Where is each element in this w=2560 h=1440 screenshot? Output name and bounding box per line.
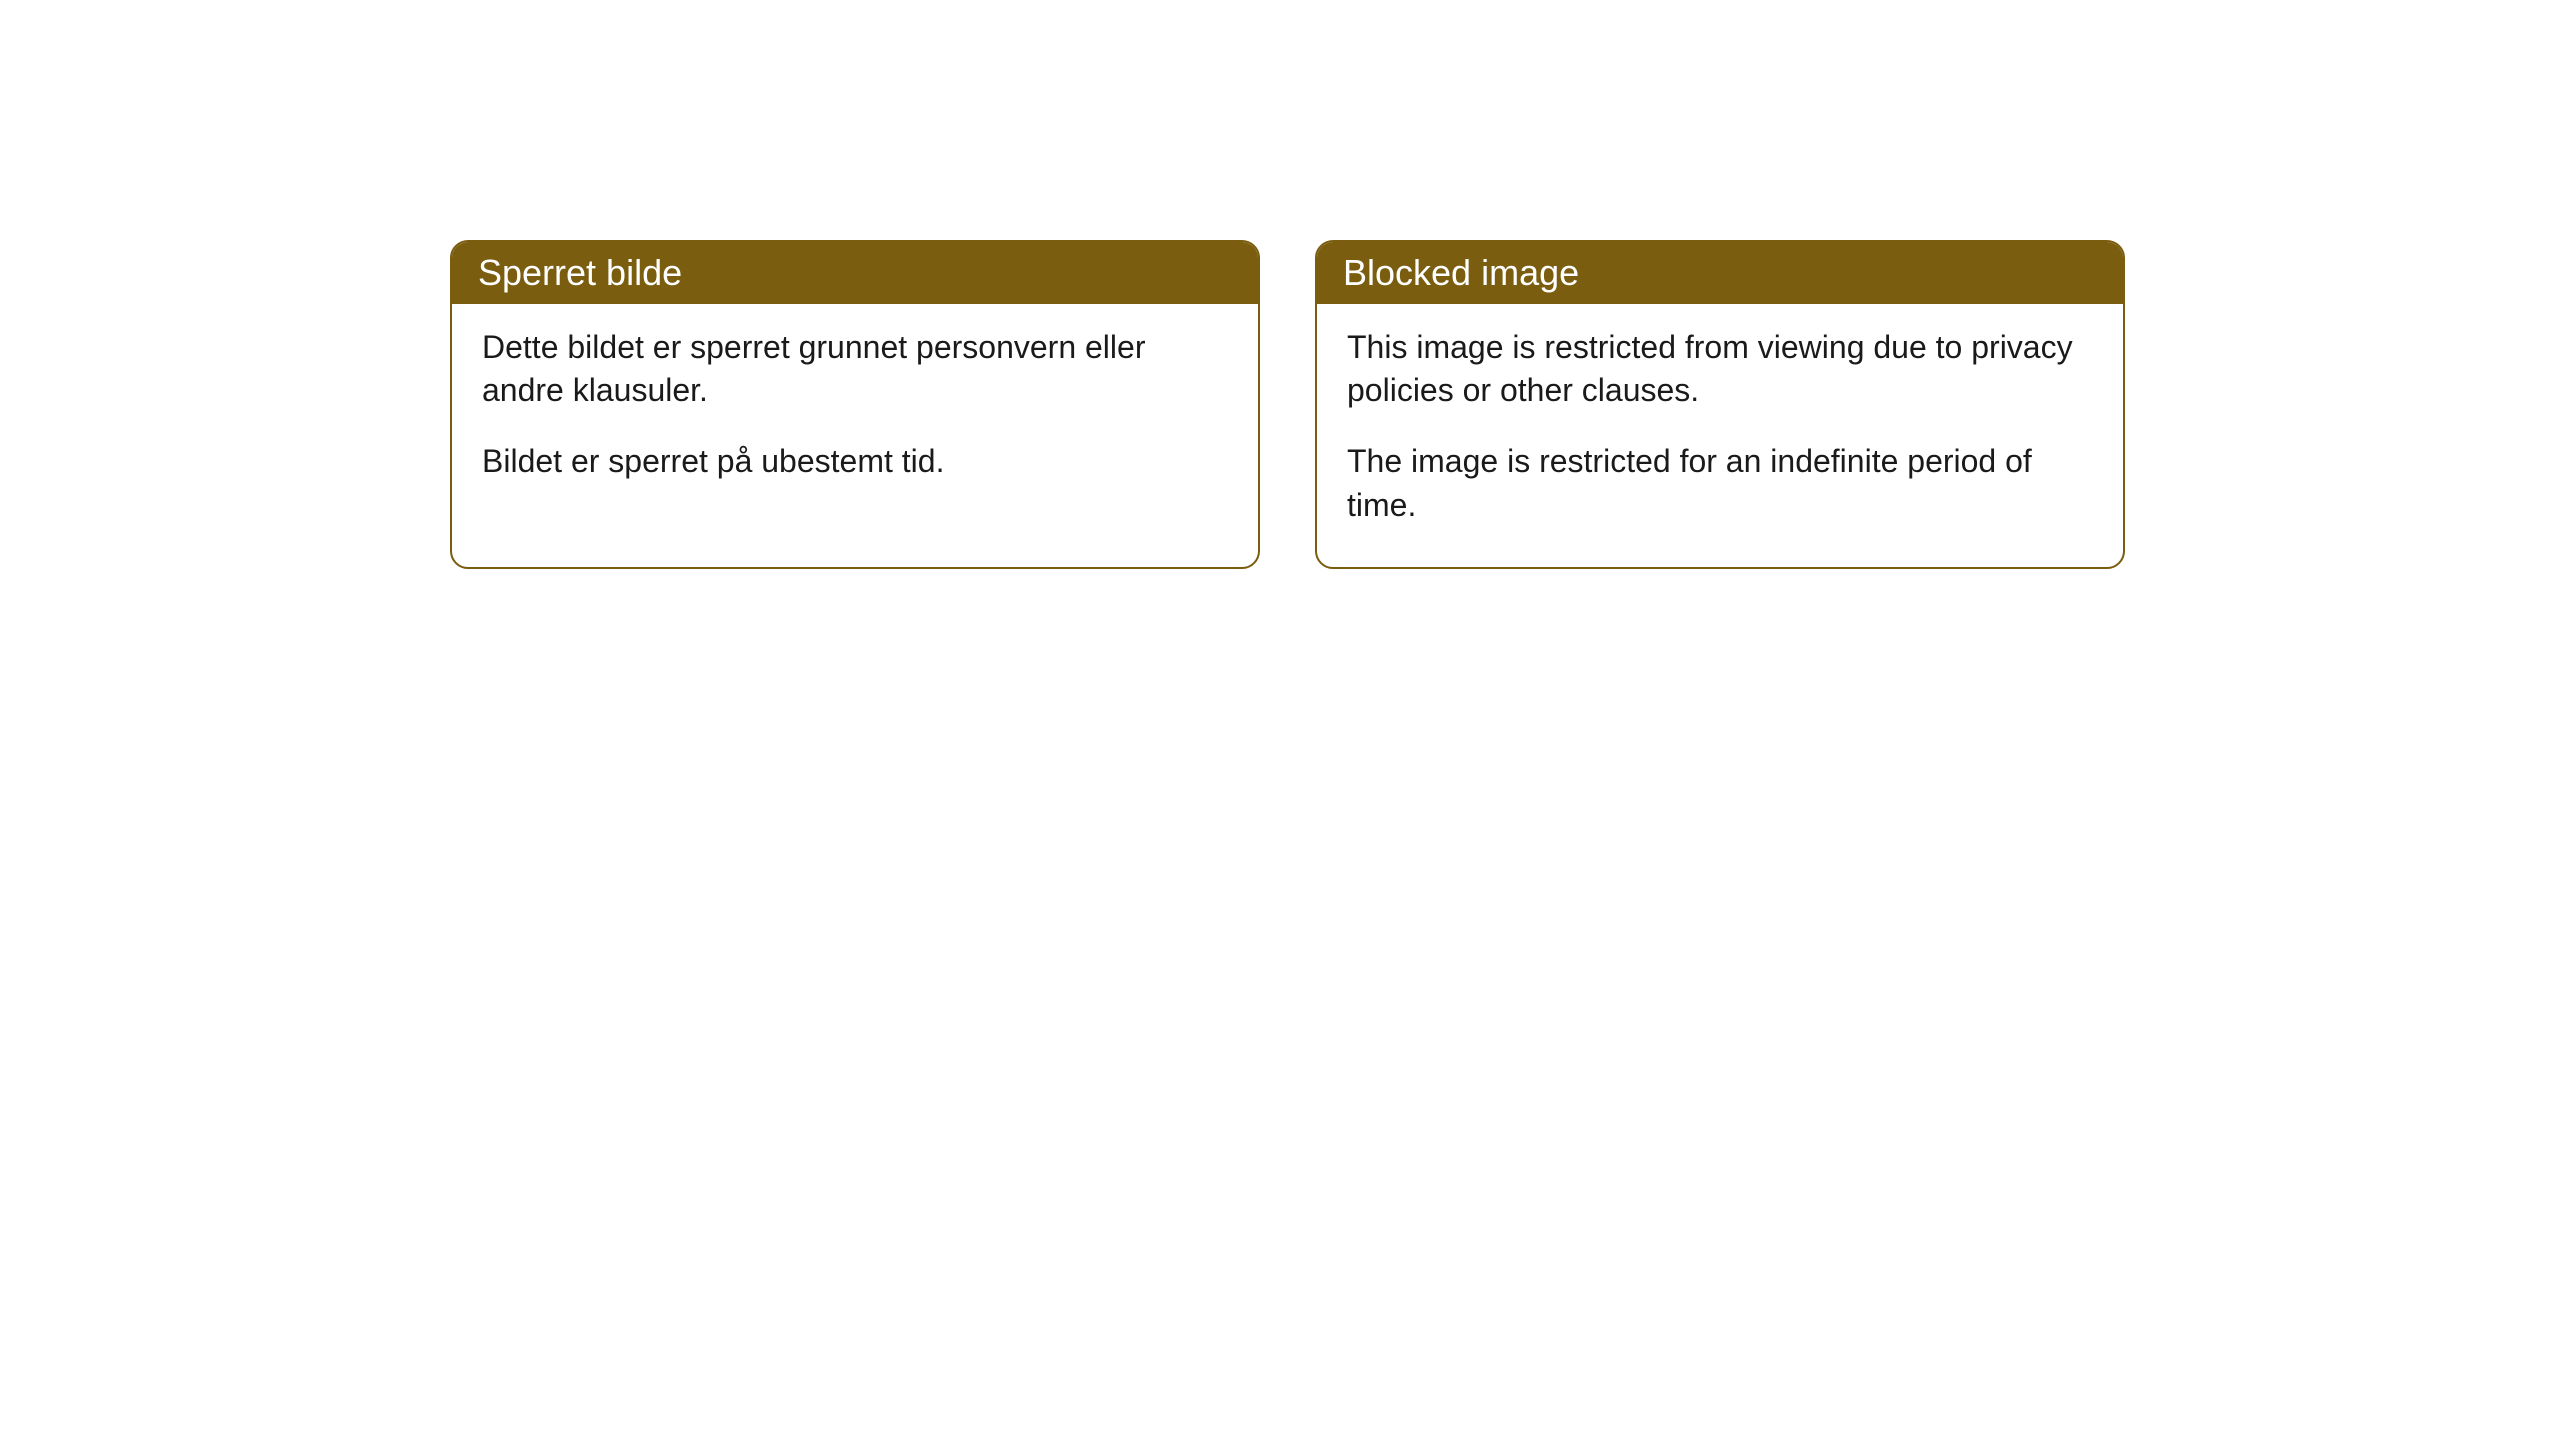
notice-box-norwegian: Sperret bilde Dette bildet er sperret gr… [450, 240, 1260, 569]
notice-paragraph: Dette bildet er sperret grunnet personve… [482, 326, 1228, 412]
notice-container: Sperret bilde Dette bildet er sperret gr… [450, 240, 2125, 569]
notice-body: Dette bildet er sperret grunnet personve… [452, 304, 1258, 524]
notice-header: Blocked image [1317, 242, 2123, 304]
notice-paragraph: This image is restricted from viewing du… [1347, 326, 2093, 412]
notice-paragraph: Bildet er sperret på ubestemt tid. [482, 440, 1228, 483]
notice-paragraph: The image is restricted for an indefinit… [1347, 440, 2093, 526]
notice-box-english: Blocked image This image is restricted f… [1315, 240, 2125, 569]
notice-body: This image is restricted from viewing du… [1317, 304, 2123, 567]
notice-header: Sperret bilde [452, 242, 1258, 304]
